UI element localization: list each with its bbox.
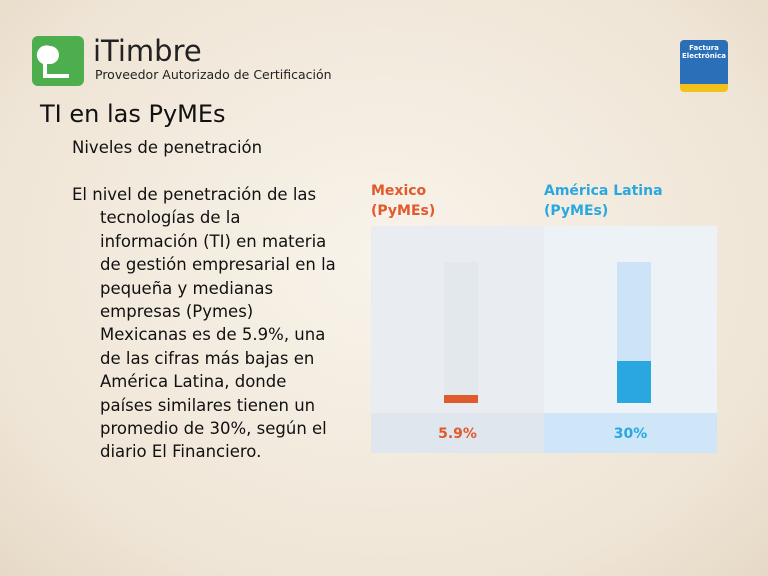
slide-title: TI en las PyMEs xyxy=(40,100,226,128)
slide-subtitle: Niveles de penetración xyxy=(72,138,263,157)
bar-track xyxy=(444,262,478,403)
value-band xyxy=(544,413,717,453)
value-band xyxy=(371,413,544,453)
badge: Factura Electrónica xyxy=(680,40,728,92)
tagline: Proveedor Autorizado de Certificación xyxy=(95,67,332,82)
category-label: Mexico (PyMEs) xyxy=(371,183,436,219)
logo-icon xyxy=(36,45,69,78)
brand: iTimbre xyxy=(93,34,202,68)
bar xyxy=(444,394,478,403)
logo xyxy=(32,36,84,86)
bar xyxy=(617,360,651,403)
value-label: 30% xyxy=(613,426,648,442)
category-label: América Latina (PyMEs) xyxy=(544,183,663,219)
body-text: El nivel de penetración de las tecnologí… xyxy=(72,185,336,462)
value-label: 5.9% xyxy=(438,426,477,442)
